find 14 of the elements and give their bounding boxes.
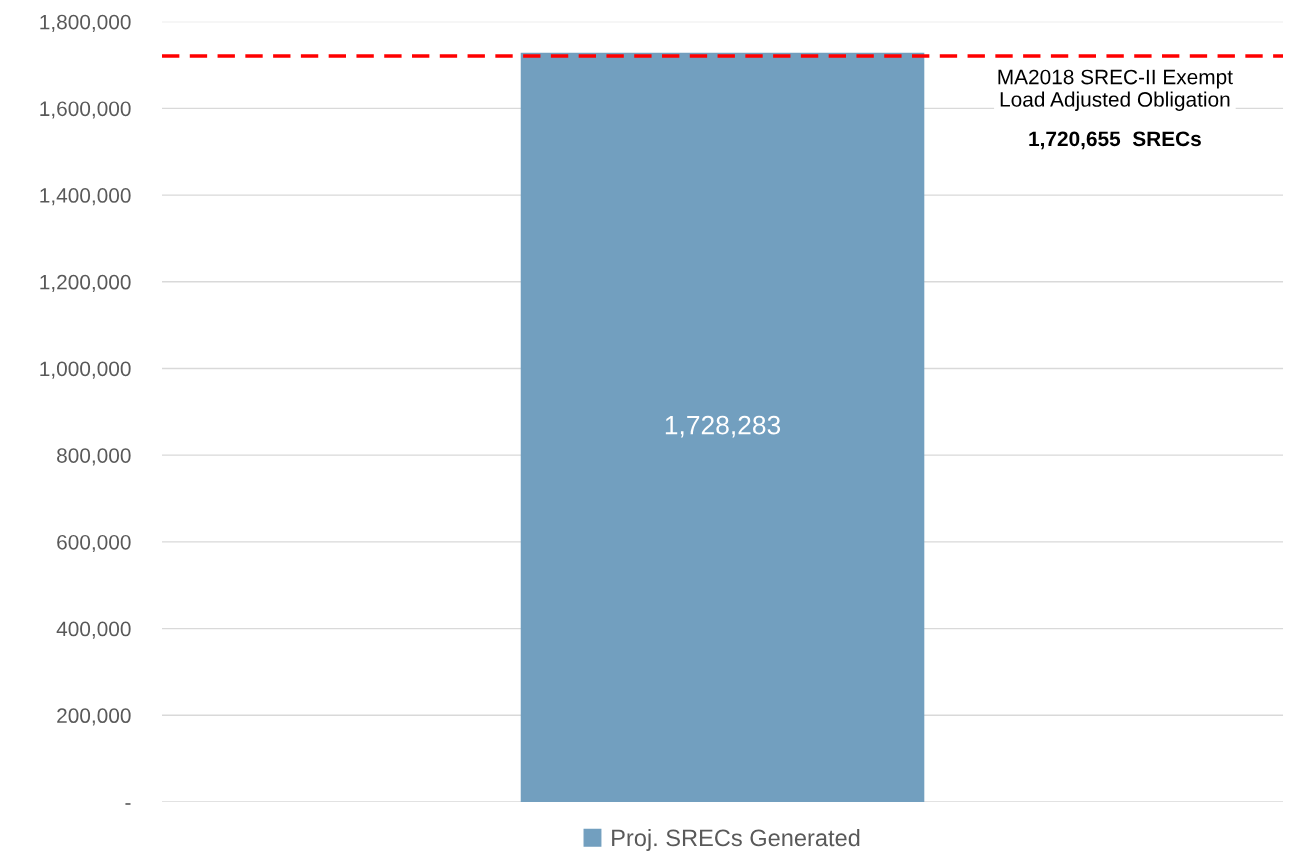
y-tick-label: 1,000,000 — [40, 361, 131, 379]
legend-label: Proj. SRECs Generated — [612, 828, 860, 851]
y-tick-label: 200,000 — [57, 708, 131, 726]
y-tick-label: 1,600,000 — [40, 101, 131, 119]
y-tick-label: 600,000 — [57, 534, 131, 553]
y-tick-label: 800,000 — [57, 448, 131, 466]
ref-line-label: MA2018 SREC-II Exempt Load Adjusted Obligation — [998, 69, 1233, 111]
y-tick-label: 400,000 — [56, 621, 131, 639]
y-tick-label: - — [125, 803, 131, 805]
annotation: 1,720,655 SRECs — [1029, 131, 1201, 150]
y-tick-label: 1,400,000 — [40, 188, 131, 206]
data-label: 1,728,283 — [665, 415, 781, 438]
y-tick-label: 1,200,000 — [40, 274, 131, 292]
y-tick-label: 1,800,000 — [40, 14, 131, 32]
